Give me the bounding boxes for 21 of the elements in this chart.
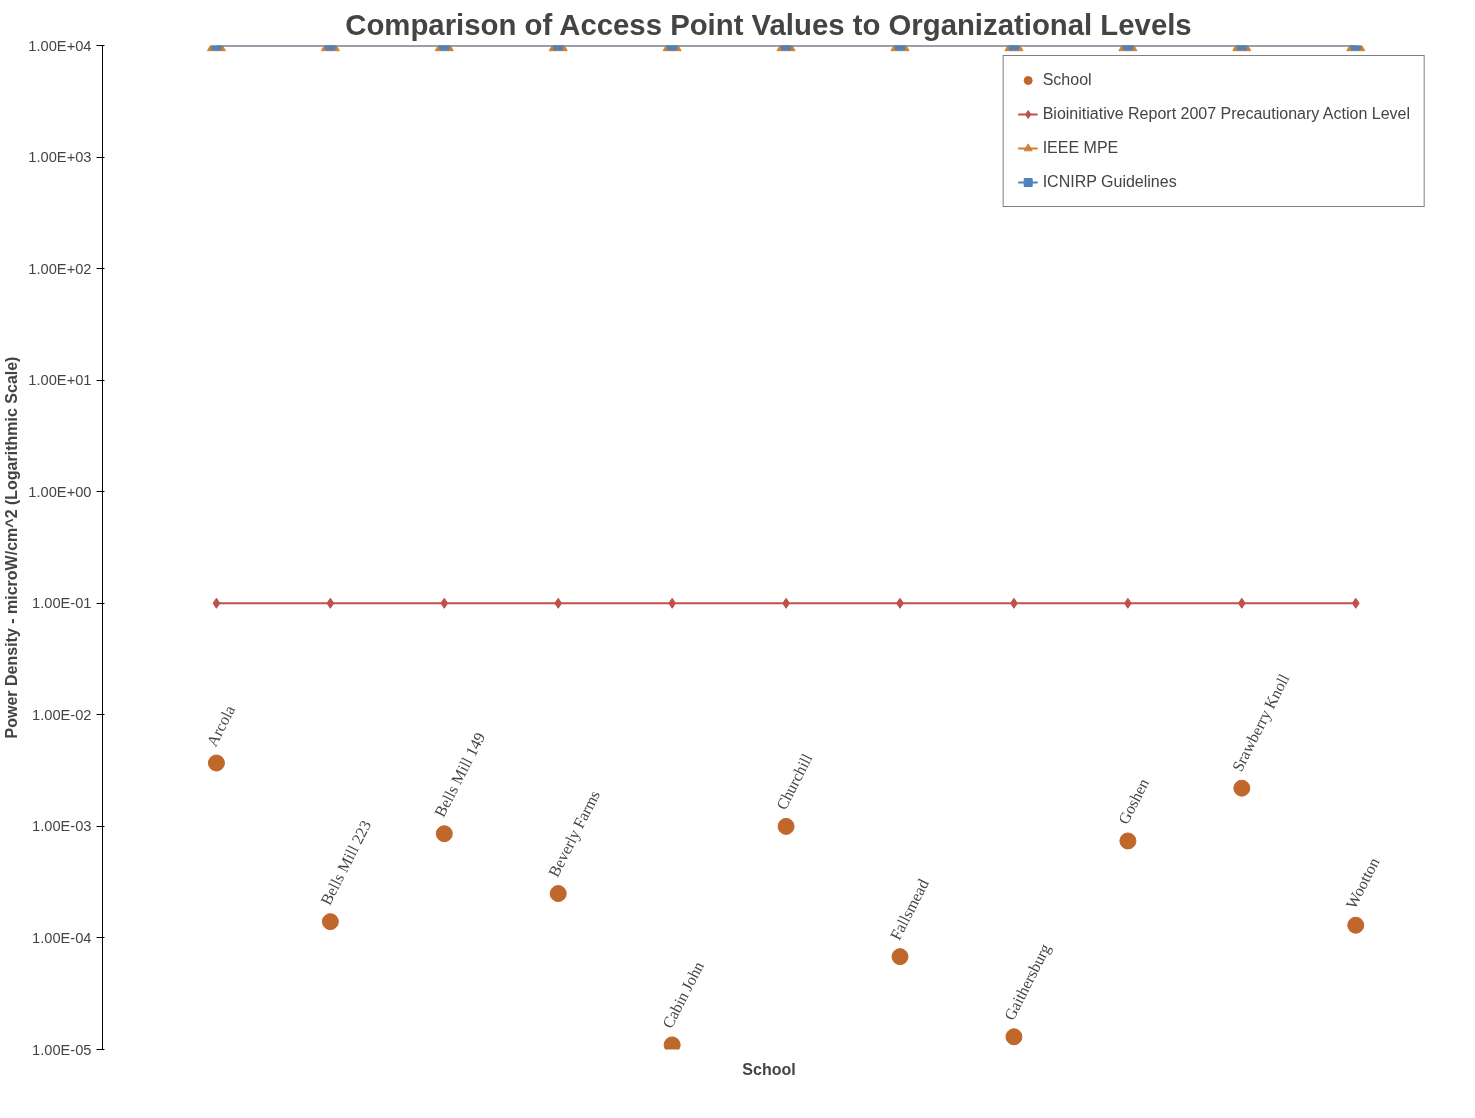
y-tick-label: 1.00E-01 bbox=[32, 595, 92, 612]
legend-label: ICNIRP Guidelines bbox=[1042, 173, 1178, 191]
y-tick-label: 1.00E-02 bbox=[32, 706, 92, 723]
x-tick-label: Bells Mill 223 bbox=[317, 817, 375, 908]
y-tick-label: 1.00E-05 bbox=[32, 1041, 92, 1058]
y-axis-title: Power Density - microW/cm^2 (Logarithmic Scale) bbox=[3, 356, 21, 739]
legend-label: IEEE MPE bbox=[1042, 139, 1120, 157]
legend-label: School bbox=[1042, 71, 1093, 89]
x-tick-label: Arcola bbox=[203, 702, 239, 749]
x-tick-label: Cabin John bbox=[659, 958, 707, 1031]
y-tick-label: 1.00E+03 bbox=[28, 149, 92, 166]
y-tick-label: 1.00E+00 bbox=[28, 483, 92, 500]
chart-title: Comparison of Access Point Values to Organizational Levels bbox=[345, 7, 1192, 41]
y-tick-label: 1.00E+01 bbox=[28, 372, 92, 389]
y-tick-label: 1.00E-03 bbox=[32, 818, 92, 835]
y-tick-label: 1.00E+02 bbox=[28, 260, 92, 277]
y-tick-label: 1.00E-04 bbox=[32, 929, 92, 946]
legend-label: Bioinitiative Report 2007 Precautionary Action Level bbox=[1042, 105, 1410, 123]
y-tick-label: 1.00E+04 bbox=[28, 37, 92, 54]
x-axis-title: School bbox=[742, 1060, 796, 1078]
x-tick-label: Bells Mill 149 bbox=[431, 729, 489, 820]
